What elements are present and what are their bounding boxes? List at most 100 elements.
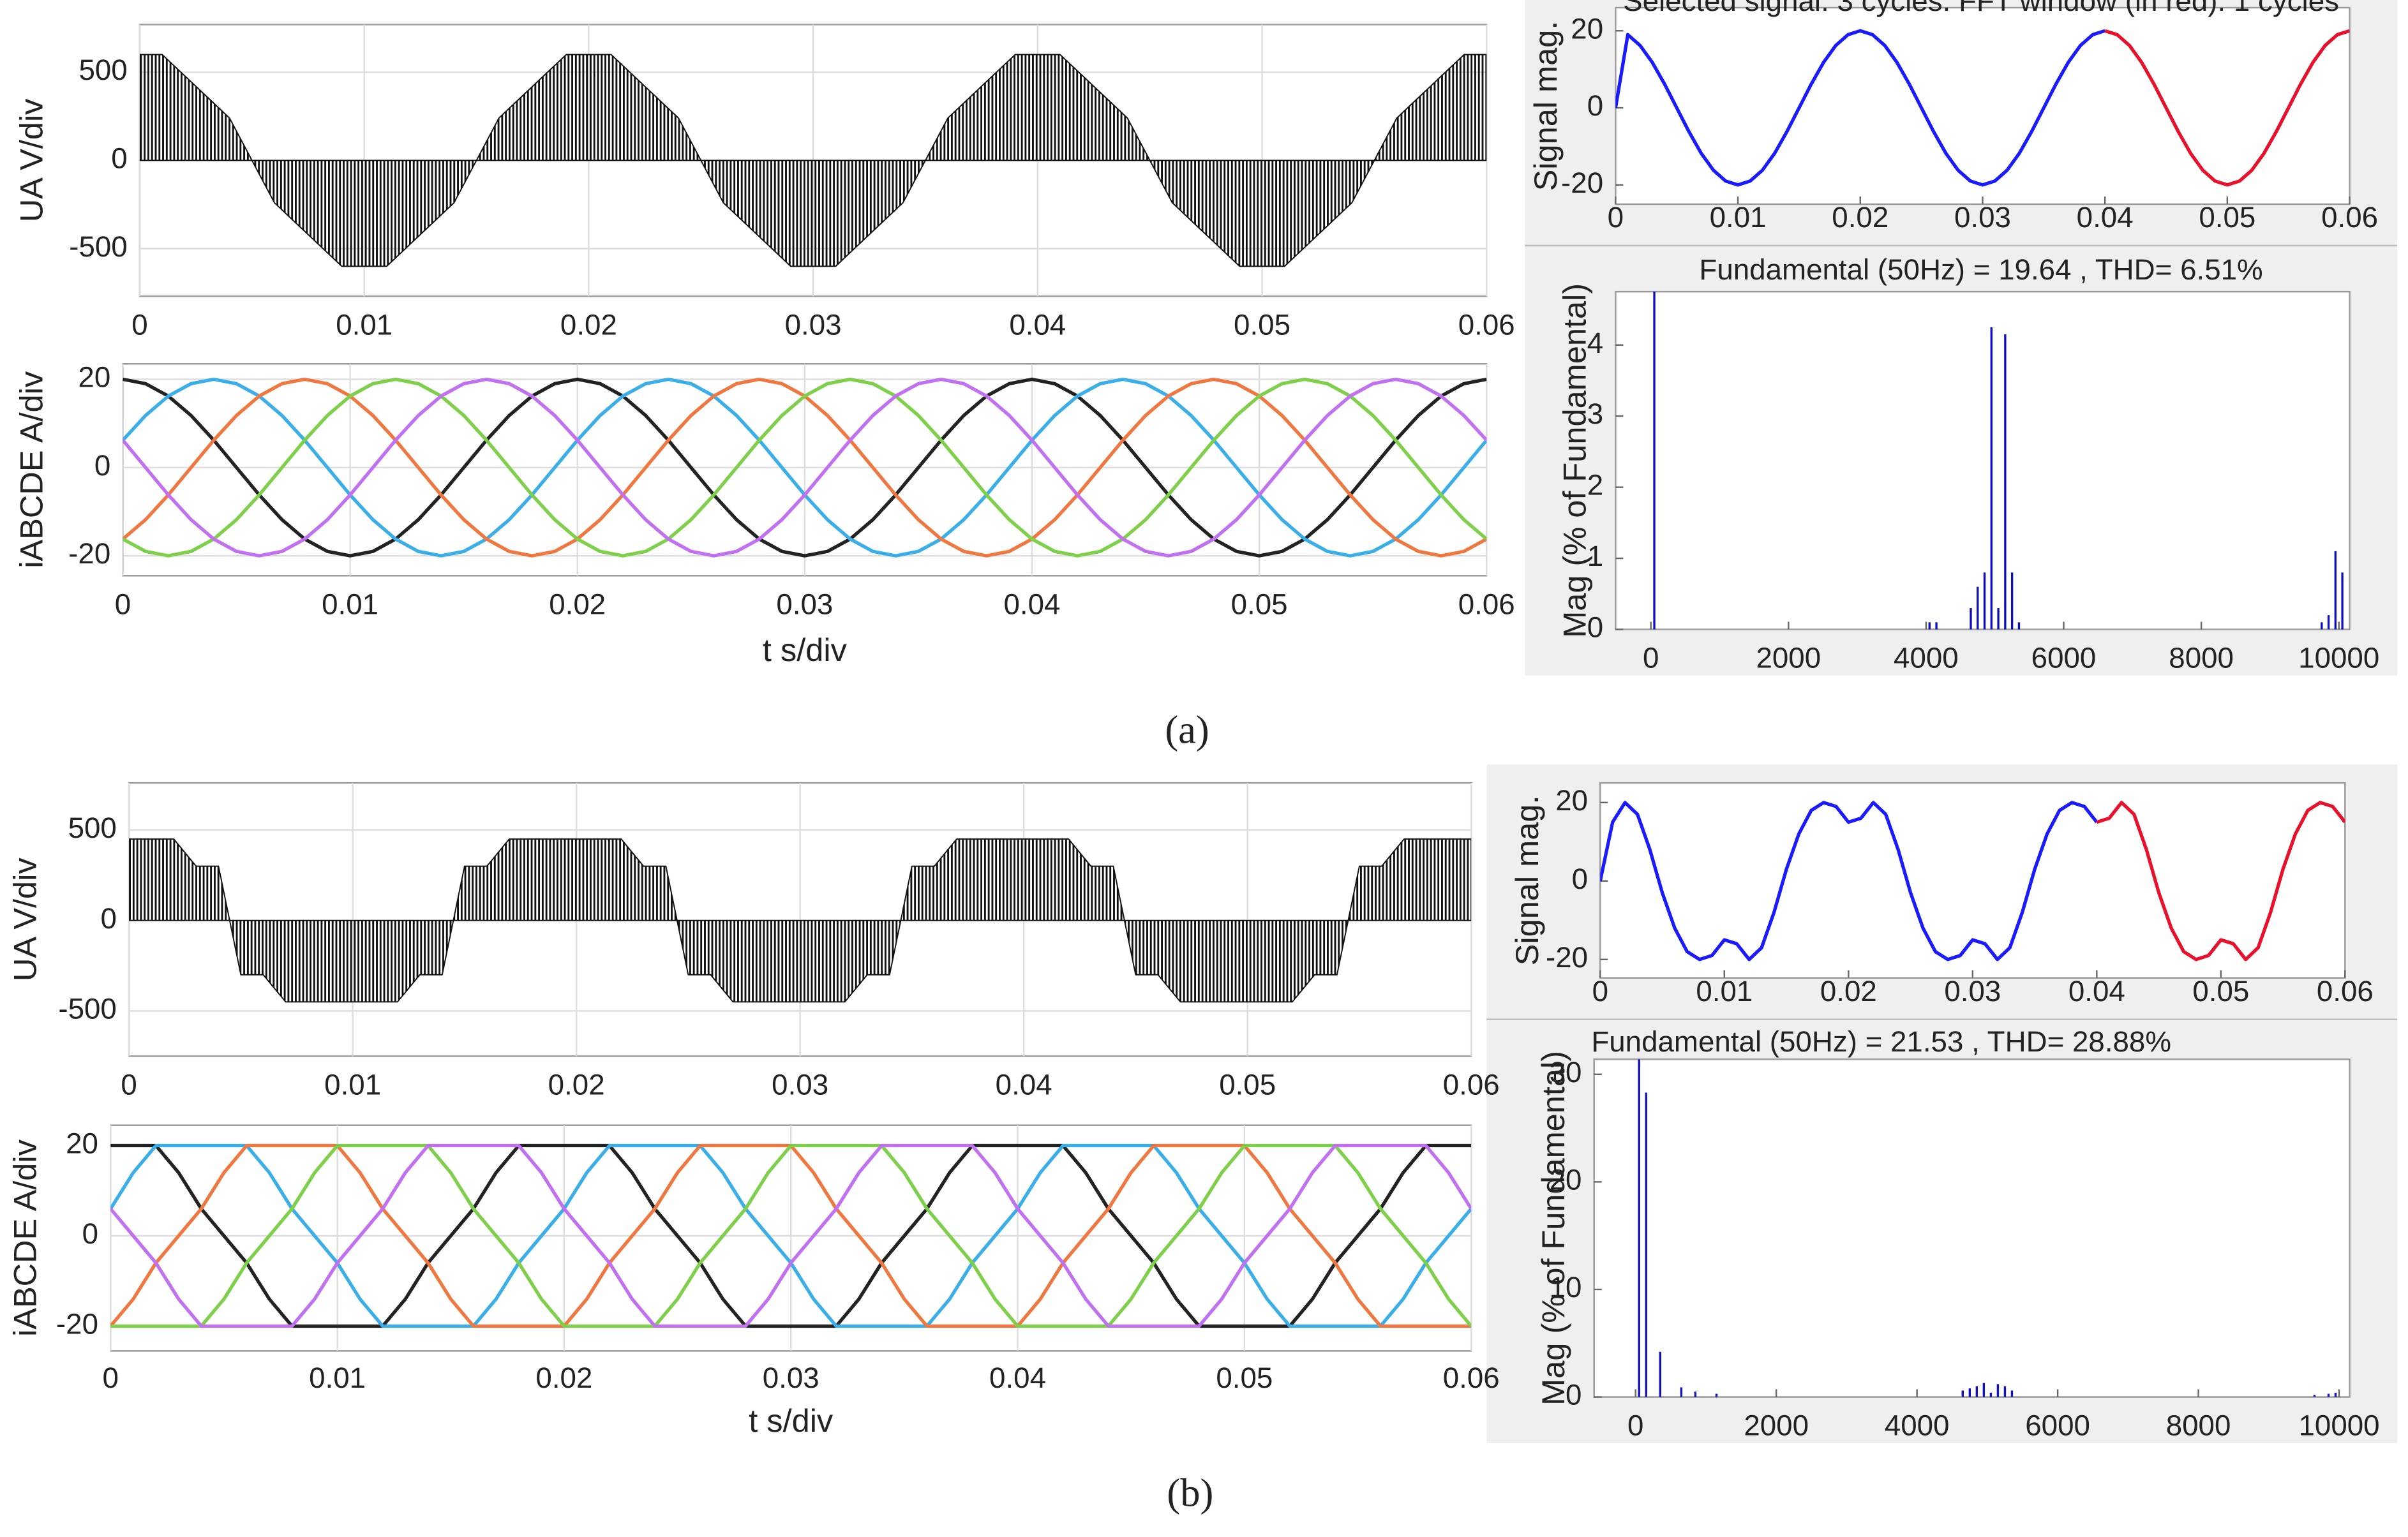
plot-area	[1615, 6, 2351, 205]
x-tick-label: 8000	[2169, 642, 2234, 674]
x-tick-label: 4000	[1894, 642, 1959, 674]
y-tick-label: 10	[1550, 1271, 1582, 1303]
y-tick-label: 2	[1587, 469, 1603, 501]
x-tick-label: 0.06	[1443, 1362, 1500, 1394]
x-axis-label: t s/div	[763, 632, 848, 668]
bar	[2321, 622, 2323, 630]
bar	[1983, 572, 1986, 630]
pwm-area	[129, 838, 1472, 1003]
bar	[1982, 1383, 1985, 1397]
y-tick-label: 3	[1587, 397, 1603, 430]
x-tick-label: 0.03	[1944, 975, 2001, 1007]
x-axis-label: t s/div	[749, 1402, 834, 1439]
x-tick-label: 0.01	[1696, 975, 1753, 1007]
x-tick-label: 0.04	[1004, 588, 1061, 620]
chart-title: Fundamental (50Hz) = 19.64 , THD= 6.51%	[1699, 253, 2262, 286]
x-tick-label: 0.05	[1231, 588, 1288, 620]
x-tick-label: 0.04	[1009, 309, 1066, 341]
marks	[1653, 292, 2344, 630]
x-tick-label: 0	[131, 309, 147, 341]
y-axis-label: Signal mag.	[1527, 21, 1564, 191]
plot-area	[1615, 290, 2351, 630]
x-tick-label: 0.02	[1832, 201, 1888, 234]
bar	[1638, 1059, 1640, 1397]
x-tick-label: 0.03	[772, 1069, 828, 1101]
x-tick-label: 10000	[2298, 642, 2379, 674]
x-tick-label: 0.02	[549, 588, 606, 620]
y-tick-label: 30	[1550, 1056, 1582, 1088]
series-line	[110, 1143, 1472, 1328]
y-tick-label: 4	[1587, 327, 1603, 359]
y-tick-label: 20	[78, 361, 110, 394]
bar	[1653, 292, 1656, 630]
bar	[1970, 608, 1972, 630]
y-axis-label: UA V/div	[13, 98, 49, 222]
x-tick-label: 0.06	[2317, 975, 2374, 1007]
y-tick-label: 0	[100, 902, 116, 935]
y-tick-label: 20	[1571, 12, 1603, 45]
marks	[1600, 801, 2345, 962]
x-tick-label: 0.05	[2199, 201, 2255, 234]
bar	[1961, 1390, 1964, 1397]
y-tick-label: 0	[1566, 1379, 1582, 1411]
x-tick-label: 0.03	[785, 309, 842, 341]
y-tick-label: -500	[69, 230, 127, 263]
y-axis-label: iABCDE A/div	[7, 1139, 43, 1337]
marks	[110, 1143, 1472, 1328]
marks	[139, 54, 1487, 267]
x-tick-label: 0.05	[2192, 975, 2249, 1007]
x-tick-label: 0.04	[989, 1362, 1046, 1394]
series-line	[2104, 29, 2350, 187]
y-axis-label: UA V/div	[7, 858, 43, 981]
y-tick-label: -20	[1546, 941, 1588, 974]
y-tick-label: 0	[1587, 89, 1603, 122]
y-tick-label: 0	[111, 142, 127, 175]
bar	[1990, 327, 1993, 630]
x-tick-label: 0	[103, 1362, 119, 1394]
bar	[1977, 586, 1979, 630]
x-tick-label: 0.05	[1234, 309, 1290, 341]
bar	[2334, 551, 2337, 630]
y-axis-label: Mag (% of Fundamental)	[1557, 283, 1593, 638]
x-tick-label: 8000	[2166, 1409, 2231, 1442]
marks	[129, 838, 1472, 1003]
subfigure-label: (b)	[1167, 1470, 1213, 1515]
series-line	[110, 1143, 1472, 1328]
bar	[1997, 608, 2000, 630]
bar	[2327, 615, 2330, 630]
x-tick-label: 0.02	[535, 1362, 592, 1394]
chart-title: Fundamental (50Hz) = 21.53 , THD= 28.88%	[1591, 1025, 2171, 1058]
x-tick-label: 0.02	[1820, 975, 1877, 1007]
x-tick-label: 0	[121, 1069, 137, 1101]
chart-title: Selected signal: 3 cycles. FFT window (i…	[1623, 0, 2339, 17]
x-tick-label: 0.06	[1458, 309, 1515, 341]
subfigure-label: (a)	[1165, 707, 1209, 752]
y-tick-label: 20	[1550, 1163, 1582, 1196]
x-tick-label: 0.04	[996, 1069, 1052, 1101]
bar	[1996, 1384, 2000, 1397]
y-tick-label: 0	[94, 449, 110, 482]
bar	[2010, 572, 2014, 630]
series-line	[110, 1143, 1472, 1328]
y-tick-label: -500	[58, 993, 116, 1025]
bar	[1935, 622, 1938, 630]
y-axis-label: Signal mag.	[1509, 796, 1545, 966]
x-tick-label: 0.04	[2077, 201, 2134, 234]
chart: 0 0.01 0.02 0.03 0.04 0.05 0.06 -500 0 500 UA V/di…	[13, 24, 1515, 341]
x-tick-label: 0	[1643, 642, 1659, 674]
x-tick-label: 0.06	[2321, 201, 2378, 234]
series-line	[1615, 29, 2105, 187]
x-tick-label: 0.06	[1458, 588, 1515, 620]
bar	[1645, 1092, 1647, 1397]
marks	[1638, 1059, 2337, 1397]
bar	[2017, 622, 2021, 630]
y-tick-label: 0	[82, 1217, 98, 1250]
x-tick-label: 6000	[2031, 642, 2097, 674]
y-tick-label: 1	[1587, 540, 1603, 572]
y-axis-label: Mag (% of Fundamental)	[1535, 1051, 1571, 1406]
